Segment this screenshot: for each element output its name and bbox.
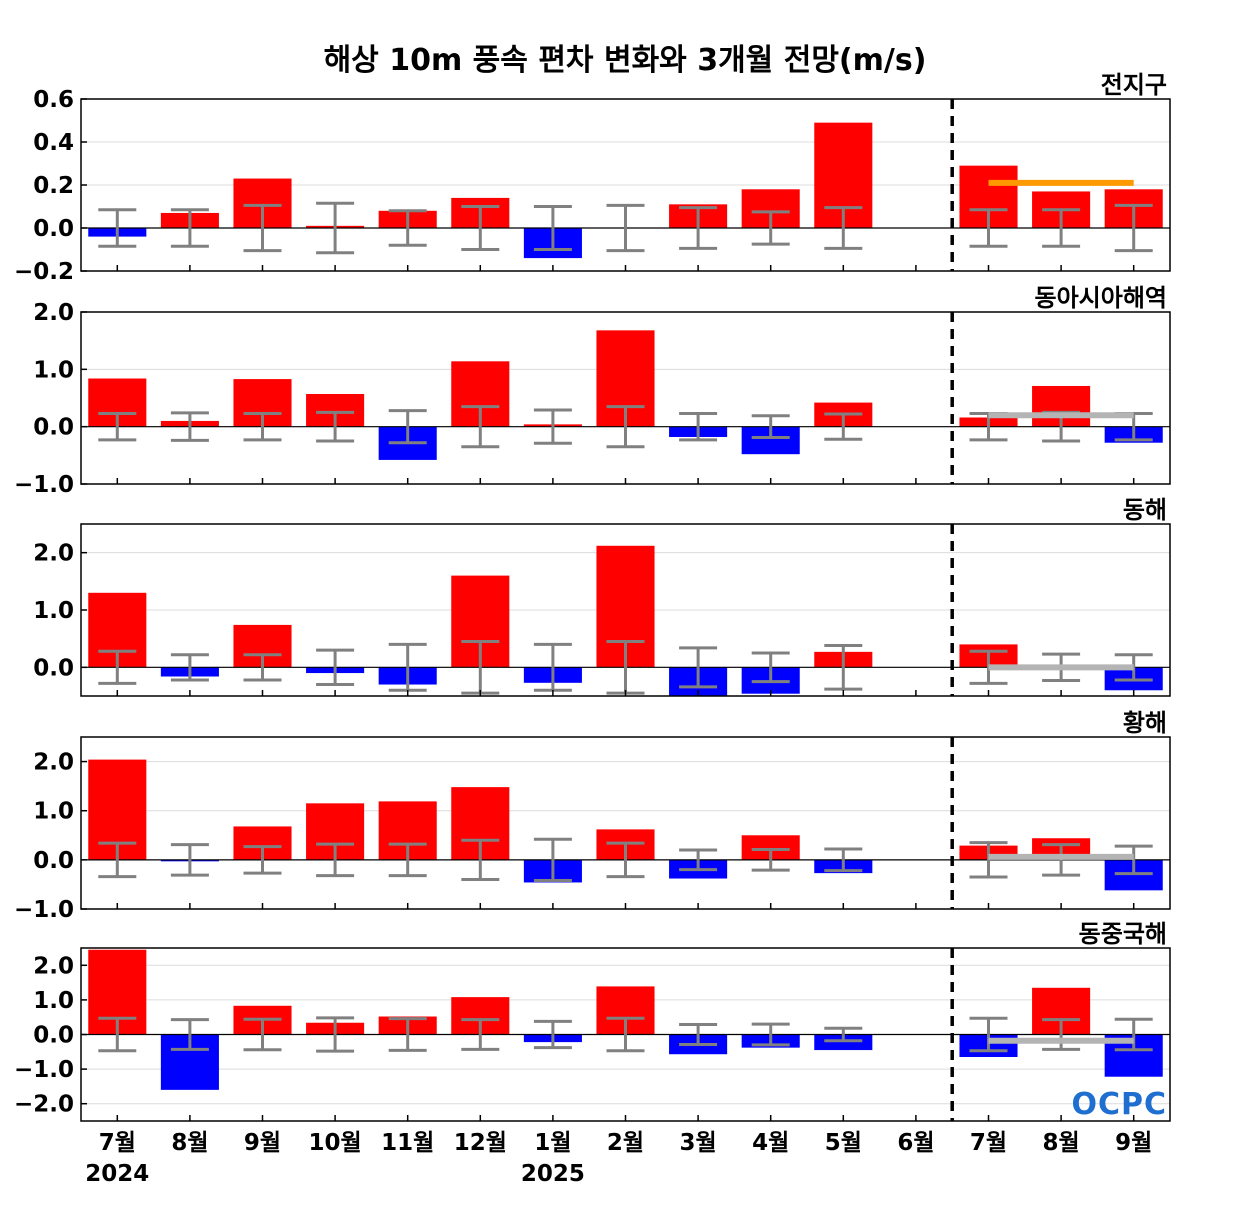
x-tick-label: 12월	[454, 1130, 507, 1156]
x-tick-label: 9월	[1115, 1130, 1152, 1156]
y-tick-label: 0.0	[33, 655, 74, 681]
x-year-label: 2025	[521, 1161, 585, 1187]
x-tick-label: 7월	[99, 1130, 136, 1156]
panel-label: 황해	[1123, 709, 1167, 737]
x-tick-label: 4월	[752, 1130, 789, 1156]
x-tick-label: 3월	[680, 1130, 717, 1156]
x-tick-label: 5월	[825, 1130, 862, 1156]
ocpc-logo: OCPC	[1071, 1087, 1167, 1122]
y-tick-label: 0.4	[33, 130, 74, 156]
y-tick-label: −1.0	[14, 897, 74, 923]
bar	[814, 1034, 873, 1051]
y-tick-label: 2.0	[33, 750, 74, 776]
x-tick-label: 10월	[309, 1130, 362, 1156]
y-tick-label: 1.0	[33, 598, 74, 624]
panel-label: 동아시아해역	[1035, 284, 1167, 312]
y-tick-label: 0.6	[33, 87, 74, 113]
y-tick-label: −0.2	[14, 259, 74, 285]
x-tick-label: 1월	[534, 1130, 571, 1156]
chart-title: 해상 10m 풍속 편차 변화와 3개월 전망(m/s)	[324, 43, 927, 78]
y-tick-label: 2.0	[33, 953, 74, 979]
y-tick-label: 2.0	[33, 300, 74, 326]
panel-frame	[80, 736, 1171, 910]
x-year-label: 2024	[85, 1161, 149, 1187]
y-tick-label: 1.0	[33, 799, 74, 825]
y-tick-label: 2.0	[33, 541, 74, 567]
x-axis: 7월 8월 9월 10월 11월 12월 1월 2월 3월 4월 5월 6월 7월 8월 9월 2024 202…	[85, 1130, 1152, 1187]
y-tick-label: 1.0	[33, 988, 74, 1014]
x-tick-label: 9월	[244, 1130, 281, 1156]
y-tick-label: 0.0	[33, 216, 74, 242]
panel-1: −0.2 0.0 0.2 0.4 0.6 전지구	[14, 71, 1171, 285]
y-tick-label: −1.0	[14, 472, 74, 498]
panel-label: 전지구	[1101, 71, 1167, 99]
y-tick-label: 0.2	[33, 173, 74, 199]
y-tick-label: −2.0	[14, 1092, 74, 1118]
panel-frame	[80, 98, 1171, 272]
y-tick-label: 0.0	[33, 415, 74, 441]
panel-label: 동해	[1123, 496, 1167, 524]
x-tick-label: 11월	[381, 1130, 434, 1156]
y-tick-label: 0.0	[33, 1023, 74, 1049]
x-tick-label: 8월	[171, 1130, 208, 1156]
panel-5: −2.0 −1.0 0.0 1.0 2.0 동중국해	[14, 920, 1171, 1122]
x-tick-label: 8월	[1043, 1130, 1080, 1156]
y-tick-label: 0.0	[33, 848, 74, 874]
x-tick-label: 7월	[970, 1130, 1007, 1156]
y-tick-label: −1.0	[14, 1057, 74, 1083]
panel-2: −1.0 0.0 1.0 2.0 동아시아해역	[14, 284, 1171, 498]
panel-label: 동중국해	[1079, 920, 1167, 948]
panel-frame	[80, 311, 1171, 485]
panel-background	[81, 737, 1170, 909]
x-tick-label: 2월	[607, 1130, 644, 1156]
y-tick-label: 1.0	[33, 357, 74, 383]
panel-3: 0.0 1.0 2.0 동해	[33, 496, 1171, 697]
panels-layer: −0.2 0.0 0.2 0.4 0.6 전지구 −1.0 0.0 1.0 2.0 동아시아해역 0.…	[14, 71, 1171, 1122]
x-tick-label: 6월	[897, 1130, 934, 1156]
panel-frame	[80, 523, 1171, 697]
panel-frame	[80, 947, 1171, 1122]
panel-4: −1.0 0.0 1.0 2.0 황해	[14, 709, 1171, 923]
